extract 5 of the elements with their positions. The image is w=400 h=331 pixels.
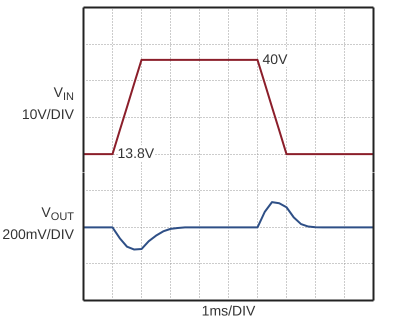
data-label: 13.8V [118,145,155,162]
x-axis-title: 1ms/DIV [202,302,256,318]
y-axis-title: V$_{IN}$ 10V/DIV [22,84,74,123]
data-label: 40V [262,50,288,67]
y-axis-title: V$_{OUT}$ 200mV/DIV [2,204,74,243]
